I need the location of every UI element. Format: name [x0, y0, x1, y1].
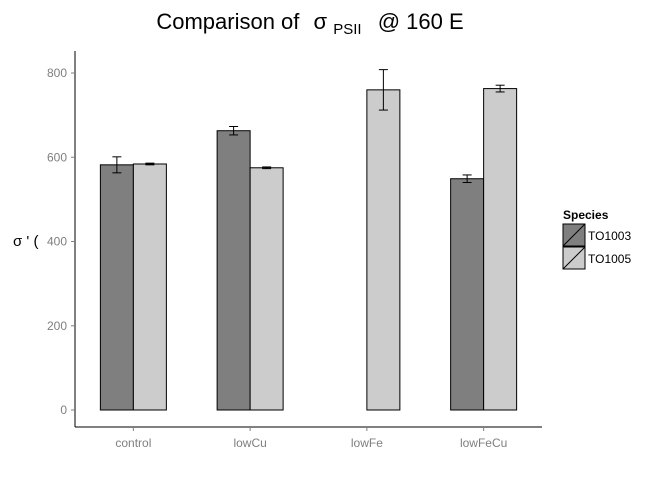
y-tick-label: 200 [47, 319, 67, 333]
chart-title-symbol: σ [314, 9, 328, 34]
bar [366, 89, 401, 411]
y-tick-label: 0 [60, 403, 67, 417]
y-tick-label: 600 [47, 150, 67, 164]
x-tick-label: lowCu [233, 436, 266, 450]
legend: Species TO1003 TO1005 [562, 208, 631, 270]
legend-label: TO1003 [588, 229, 631, 243]
y-tick-label: 800 [47, 66, 67, 80]
legend-swatch-slash [562, 223, 586, 247]
legend-title: Species [563, 208, 609, 222]
chart-title: Comparison of σ PSII @ 160 E [156, 9, 463, 39]
chart-title-suffix: @ 160 E [378, 9, 464, 34]
plot-area: 0 200 400 600 800 control lowCu lowFe lowFeCu [47, 51, 542, 450]
bar [99, 164, 134, 411]
chart-title-prefix: Comparison of [156, 9, 300, 34]
chart-title-subscript: PSII [333, 21, 361, 38]
bar [249, 167, 284, 411]
x-tick-label: lowFe [351, 436, 383, 450]
bar [216, 130, 251, 411]
y-axis-label: σ ' ( [13, 233, 38, 250]
bar [132, 163, 167, 411]
x-tick-label: lowFeCu [460, 436, 507, 450]
bar [450, 178, 485, 411]
bar [483, 88, 518, 411]
y-tick-label: 400 [47, 235, 67, 249]
x-tick-label: control [115, 436, 151, 450]
legend-swatch-slash [562, 246, 586, 270]
legend-label: TO1005 [588, 252, 631, 266]
